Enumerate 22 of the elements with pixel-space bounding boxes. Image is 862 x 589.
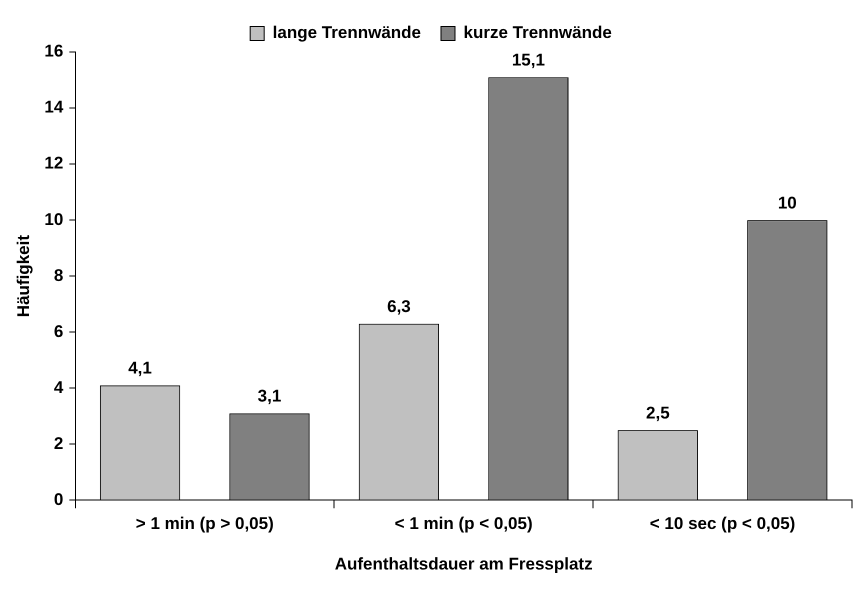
y-tick-label: 10: [44, 210, 64, 229]
data-label: 6,3: [387, 296, 411, 316]
x-tick-label: < 10 sec (p < 0,05): [650, 514, 796, 534]
legend-label: lange Trennwände: [272, 23, 421, 42]
legend-label: kurze Trennwände: [463, 23, 612, 42]
y-axis-title: Häufigkeit: [14, 234, 33, 318]
x-tick-label: > 1 min (p > 0,05): [136, 514, 274, 534]
x-axis-title: Aufenthaltsdauer am Fressplatz: [334, 554, 593, 574]
y-tick-label: 4: [54, 378, 64, 397]
data-label: 2,5: [646, 403, 670, 422]
x-tick-label: < 1 min (p < 0,05): [394, 514, 533, 534]
data-label: 4,1: [128, 358, 152, 378]
y-tick-label: 16: [44, 42, 64, 61]
data-label: 10: [778, 193, 797, 212]
data-label: 15,1: [512, 50, 545, 70]
y-tick-label: 6: [54, 322, 64, 341]
y-tick-label: 14: [44, 98, 64, 117]
data-label: 3,1: [258, 386, 282, 406]
y-tick-label: 2: [54, 434, 64, 453]
y-tick-label: 0: [54, 490, 64, 509]
y-tick-label: 8: [54, 266, 64, 285]
y-tick-label: 12: [44, 154, 64, 173]
